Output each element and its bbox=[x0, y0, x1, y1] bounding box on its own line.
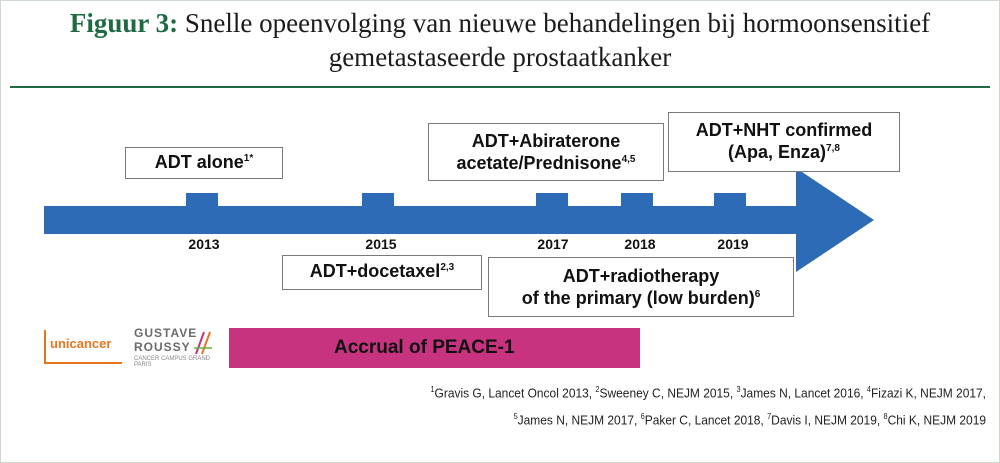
year-label: 2019 bbox=[717, 236, 749, 252]
references-line-1: 1Gravis G, Lancet Oncol 2013, 2Sweeney C… bbox=[342, 385, 986, 400]
year-label: 2018 bbox=[624, 236, 656, 252]
ref-number: 5 bbox=[513, 412, 518, 421]
figure-title: Figuur 3: Snelle opeenvolging van nieuwe… bbox=[0, 6, 1000, 74]
milestone-radiotherapy: ADT+radiotherapy of the primary (low bur… bbox=[488, 257, 794, 317]
milestone-adt-alone: ADT alone1* bbox=[125, 147, 283, 179]
milestone-ref: 4,5 bbox=[621, 154, 636, 165]
figure-label: Figuur 3: bbox=[69, 8, 179, 38]
logo-slash-icon bbox=[194, 331, 212, 355]
roussy-subtitle: CANCER CAMPUS GRAND PARIS bbox=[134, 356, 211, 368]
ref-number: 4 bbox=[866, 385, 871, 394]
year-label: 2013 bbox=[188, 236, 220, 252]
milestone-text: ADT alone bbox=[154, 152, 244, 172]
ref-text: Sweeney C, NEJM 2015, bbox=[599, 385, 737, 401]
ref-number: 3 bbox=[736, 385, 741, 394]
timeline-arrow bbox=[44, 168, 874, 272]
ref-text: Paker C, Lancet 2018, bbox=[644, 412, 768, 428]
milestone-line-1: ADT+NHT confirmed bbox=[695, 120, 873, 140]
title-line-1: Snelle opeenvolging van nieuwe behandeli… bbox=[184, 8, 931, 38]
ref-text: Chi K, NEJM 2019 bbox=[887, 412, 986, 428]
milestone-line-2: of the primary (low burden) bbox=[521, 288, 755, 308]
gustave-roussy-logo: GUSTAVE ROUSSY CANCER CAMPUS GRAND PARIS bbox=[130, 326, 212, 374]
ref-text: James N, Lancet 2016, bbox=[740, 385, 867, 401]
ref-text: Fizazi K, NEJM 2017, bbox=[871, 385, 986, 401]
references-line-2: 5James N, NEJM 2017, 6Paker C, Lancet 20… bbox=[342, 412, 986, 427]
title-divider bbox=[10, 86, 990, 88]
milestone-line-2: acetate/Prednisone bbox=[456, 153, 622, 173]
tick-2017 bbox=[536, 193, 568, 207]
milestone-line-1: ADT+Abiraterone bbox=[471, 131, 621, 151]
tick-2013 bbox=[186, 193, 218, 207]
milestone-line-2: (Apa, Enza) bbox=[728, 142, 827, 162]
tick-2019 bbox=[714, 193, 746, 207]
unicancer-logo: unicancer bbox=[44, 330, 122, 364]
roussy-text: ROUSSY bbox=[134, 340, 191, 354]
milestone-text: ADT+docetaxel bbox=[309, 261, 441, 281]
ref-text: Davis I, NEJM 2019, bbox=[771, 412, 884, 428]
ref-text: Gravis G, Lancet Oncol 2013, bbox=[434, 385, 596, 401]
arrow-shape bbox=[44, 168, 874, 272]
milestone-ref: 2,3 bbox=[440, 262, 455, 273]
title-line-2: gemetastaseerde prostaatkanker bbox=[328, 42, 672, 72]
accrual-label: Accrual of PEACE-1 bbox=[334, 337, 515, 358]
unicancer-logo-text: unicancer bbox=[50, 336, 112, 351]
ref-number: 6 bbox=[640, 412, 645, 421]
milestone-line-1: ADT+radiotherapy bbox=[562, 266, 720, 286]
milestone-docetaxel: ADT+docetaxel2,3 bbox=[282, 255, 482, 290]
ref-number: 2 bbox=[595, 385, 600, 394]
ref-number: 8 bbox=[883, 412, 888, 421]
tick-2015 bbox=[362, 193, 394, 207]
milestone-ref: 7,8 bbox=[826, 143, 840, 154]
accrual-bar: Accrual of PEACE-1 bbox=[229, 328, 640, 368]
milestone-nht: ADT+NHT confirmed (Apa, Enza)7,8 bbox=[668, 112, 900, 172]
ref-text: James N, NEJM 2017, bbox=[517, 412, 641, 428]
year-label: 2017 bbox=[537, 236, 569, 252]
year-label: 2015 bbox=[365, 236, 397, 252]
milestone-abiraterone: ADT+Abiraterone acetate/Prednisone4,5 bbox=[428, 123, 664, 181]
ref-number: 1 bbox=[430, 385, 435, 394]
ref-number: 7 bbox=[767, 412, 772, 421]
milestone-ref: 6 bbox=[754, 289, 761, 300]
milestone-ref: 1* bbox=[243, 153, 254, 164]
tick-2018 bbox=[621, 193, 653, 207]
gustave-text: GUSTAVE bbox=[134, 326, 198, 340]
